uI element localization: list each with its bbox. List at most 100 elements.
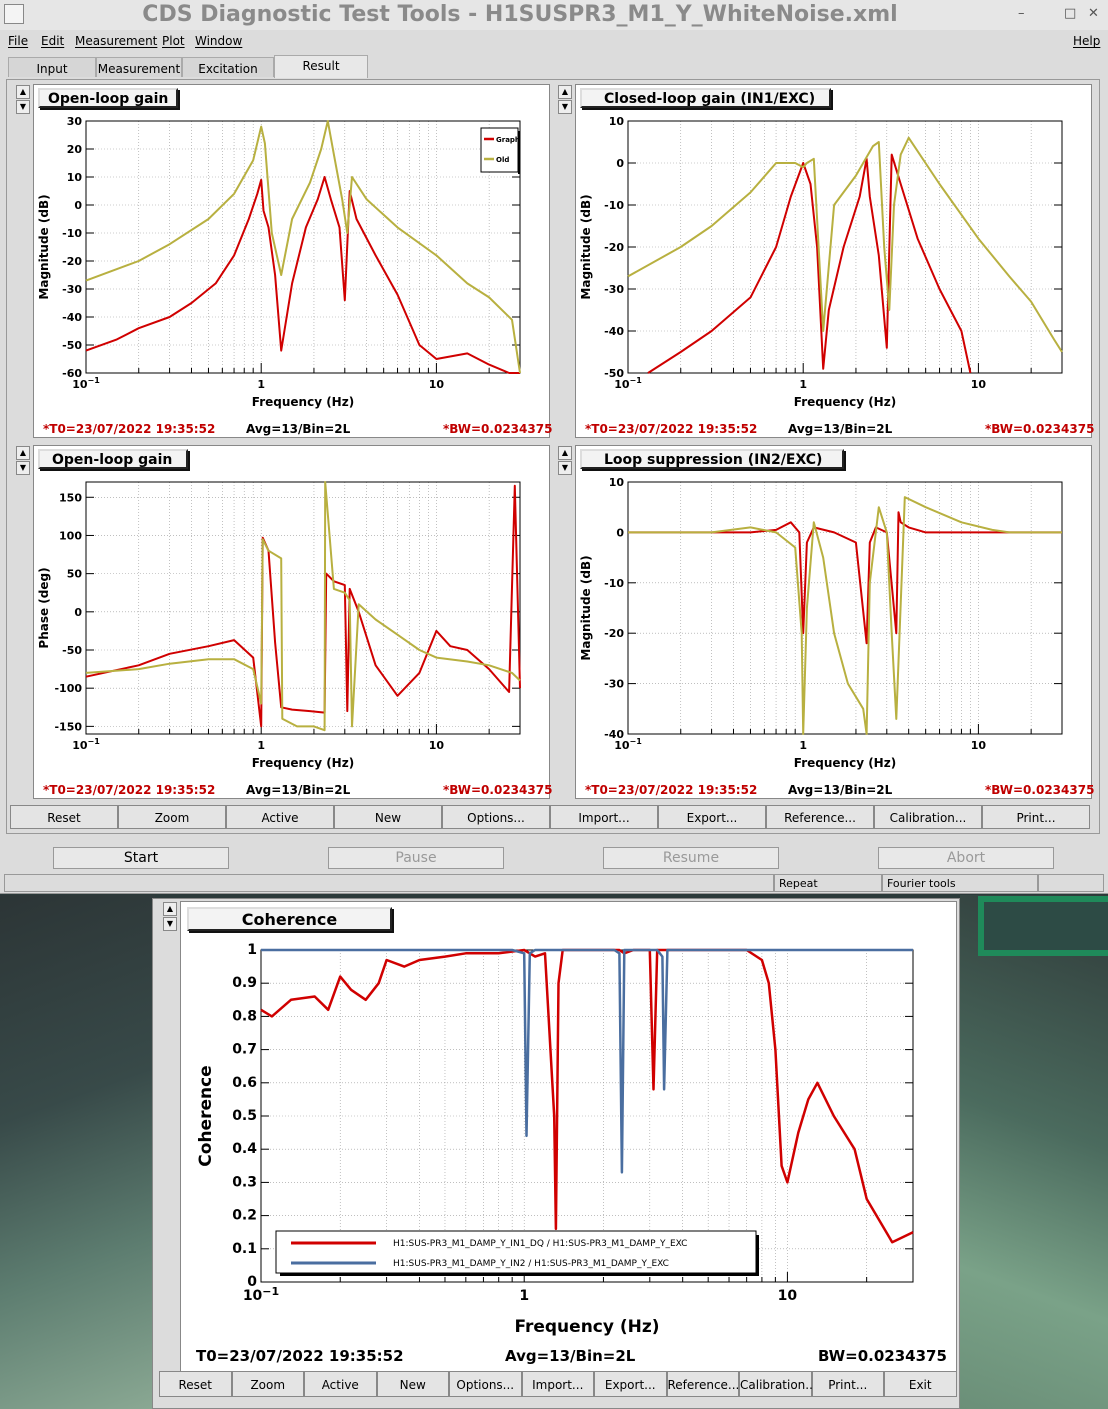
- plot-import-button[interactable]: Import...: [550, 805, 658, 829]
- start-button[interactable]: Start: [53, 847, 229, 869]
- coherence-new-button[interactable]: New: [376, 1371, 449, 1397]
- tab-input[interactable]: Input: [8, 57, 96, 77]
- minimize-icon[interactable]: –: [1018, 6, 1025, 21]
- coherence-zoom-button[interactable]: Zoom: [231, 1371, 304, 1397]
- x-axis-label: Frequency (Hz): [252, 395, 354, 409]
- y-tick-label: -50: [62, 644, 82, 657]
- coherence-calibration-button[interactable]: Calibration...: [739, 1371, 817, 1397]
- plot-frame: [627, 120, 1063, 374]
- panel-2-title: Closed-loop gain (IN1/EXC): [580, 88, 832, 108]
- x-tick-label: 1: [519, 1288, 529, 1304]
- status-fourier-tools: Fourier tools: [882, 874, 1038, 892]
- panel-2-arrow-down-icon[interactable]: ▼: [558, 100, 572, 114]
- x-tick-label: 10: [971, 378, 987, 391]
- y-tick-label: -150: [54, 720, 82, 733]
- panel-loop-suppression: Loop suppression (IN2/EXC) -40 -30 -20 -10 0…: [575, 445, 1094, 799]
- title-bar: CDS Diagnostic Test Tools - H1SUSPR3_M1_…: [0, 0, 1108, 30]
- legend-label: Old: [496, 156, 509, 164]
- menu-window[interactable]: Window: [195, 34, 243, 48]
- panel-4-arrow-down-icon[interactable]: ▼: [558, 461, 572, 475]
- y-tick-label: 30: [67, 115, 83, 128]
- y-tick-label: -40: [62, 311, 82, 324]
- panel-1-arrow-down-icon[interactable]: ▼: [16, 100, 30, 114]
- tab-excitation[interactable]: Excitation: [182, 57, 274, 77]
- panel-3-chart[interactable]: -150 -100 -50 0 50 100 150 10−1 1 10 Frequency (Hz…: [34, 446, 549, 798]
- x-axis-label: Frequency (Hz): [794, 756, 896, 770]
- pause-button[interactable]: Pause: [328, 847, 504, 869]
- panel-4-chart[interactable]: -40 -30 -20 -10 0 10 10−1 1 10 Frequency (Hz) Magn…: [576, 446, 1091, 798]
- maximize-icon[interactable]: □: [1064, 6, 1077, 21]
- x-tick-label: 10−1: [72, 737, 100, 752]
- panel-1-arrow-up-icon[interactable]: ▲: [16, 85, 30, 99]
- y-tick-label: -20: [604, 241, 624, 254]
- legend-label: H1:SUS-PR3_M1_DAMP_Y_IN2 / H1:SUS-PR3_M1…: [393, 1259, 669, 1269]
- coherence-exit-button[interactable]: Exit: [884, 1371, 957, 1397]
- y-tick-label: -10: [604, 199, 624, 212]
- menu-file[interactable]: File: [8, 34, 29, 48]
- x-tick-label: 1: [799, 739, 807, 752]
- y-axis-label: Magnitude (dB): [579, 555, 593, 660]
- coherence-avg: Avg=13/Bin=2L: [505, 1347, 636, 1365]
- plot-print-button[interactable]: Print...: [982, 805, 1090, 829]
- panel-3-bw: *BW=0.0234375: [443, 783, 553, 797]
- panel-2-arrow-up-icon[interactable]: ▲: [558, 85, 572, 99]
- coherence-options-button[interactable]: Options...: [449, 1371, 522, 1397]
- grid: [260, 949, 914, 1283]
- coherence-arrow-down-icon[interactable]: ▼: [163, 917, 177, 931]
- grid: [627, 481, 1063, 735]
- coherence-arrow-up-icon[interactable]: ▲: [163, 902, 177, 916]
- panel-2-chart[interactable]: -50 -40 -30 -20 -10 0 10 10−1 1 10 Frequency (Hz) M…: [576, 85, 1091, 437]
- coherence-reference-button[interactable]: Reference...: [666, 1371, 739, 1397]
- x-tick-label: 10−1: [243, 1285, 279, 1304]
- menu-measurement[interactable]: Measurement: [75, 34, 158, 48]
- plot-reset-button[interactable]: Reset: [10, 805, 118, 829]
- menu-edit[interactable]: Edit: [41, 34, 65, 48]
- menu-plot[interactable]: Plot: [162, 34, 185, 48]
- coherence-reset-button[interactable]: Reset: [159, 1371, 232, 1397]
- plot-reference-button[interactable]: Reference...: [766, 805, 874, 829]
- y-tick-label: 0: [74, 199, 82, 212]
- panel-1-avg: Avg=13/Bin=2L: [246, 422, 351, 436]
- coherence-print-button[interactable]: Print...: [811, 1371, 884, 1397]
- plot-export-button[interactable]: Export...: [658, 805, 766, 829]
- status-repeat: Repeat: [774, 874, 882, 892]
- y-tick-label: 150: [59, 491, 82, 504]
- panel-3-arrow-down-icon[interactable]: ▼: [16, 461, 30, 475]
- plot-calibration-button[interactable]: Calibration...: [874, 805, 982, 829]
- coherence-import-button[interactable]: Import...: [521, 1371, 594, 1397]
- x-tick-label: 10: [429, 378, 445, 391]
- panel-1-t0: *T0=23/07/2022 19:35:52: [43, 422, 216, 436]
- tab-measurement[interactable]: Measurement: [96, 57, 182, 77]
- abort-button[interactable]: Abort: [878, 847, 1054, 869]
- coherence-t0: T0=23/07/2022 19:35:52: [196, 1347, 404, 1365]
- status-bar-main: [4, 874, 774, 892]
- y-tick-label: -30: [604, 678, 624, 691]
- app-menu-icon[interactable]: [4, 4, 24, 24]
- plot-frame: [85, 481, 521, 735]
- plot-zoom-button[interactable]: Zoom: [118, 805, 226, 829]
- series-line-2: [628, 496, 1062, 735]
- y-tick-label: -20: [62, 255, 82, 268]
- coherence-export-button[interactable]: Export...: [594, 1371, 667, 1397]
- main-window: CDS Diagnostic Test Tools - H1SUSPR3_M1_…: [0, 0, 1108, 894]
- panel-4-arrow-up-icon[interactable]: ▲: [558, 446, 572, 460]
- series-line-1: [85, 484, 521, 728]
- plot-options-button[interactable]: Options...: [442, 805, 550, 829]
- panel-2-t0: *T0=23/07/2022 19:35:52: [585, 422, 758, 436]
- panel-1-chart[interactable]: -60 -50 -40 -30 -20 -10 0 10 20 30 10−1 1 10 Frequenc…: [34, 85, 549, 437]
- y-tick-label: 0.2: [232, 1208, 257, 1224]
- panel-3-arrow-up-icon[interactable]: ▲: [16, 446, 30, 460]
- menu-help[interactable]: Help: [1073, 34, 1101, 48]
- resume-button[interactable]: Resume: [603, 847, 779, 869]
- tab-result[interactable]: Result: [274, 55, 368, 78]
- close-icon[interactable]: ✕: [1088, 6, 1099, 21]
- series-line-1: [85, 176, 520, 374]
- x-tick-label: 10−1: [72, 376, 100, 391]
- legend-label: H1:SUS-PR3_M1_DAMP_Y_IN1_DQ / H1:SUS-PR3…: [393, 1239, 687, 1249]
- x-tick-label: 1: [257, 378, 265, 391]
- plot-new-button[interactable]: New: [334, 805, 442, 829]
- plot-active-button[interactable]: Active: [226, 805, 334, 829]
- coherence-active-button[interactable]: Active: [304, 1371, 377, 1397]
- panel-4-avg: Avg=13/Bin=2L: [788, 783, 893, 797]
- coherence-chart[interactable]: 0 0.1 0.2 0.3 0.4 0.5 0.6 0.7 0.8 0.9 1 10−1 1 10 Freq…: [181, 902, 956, 1372]
